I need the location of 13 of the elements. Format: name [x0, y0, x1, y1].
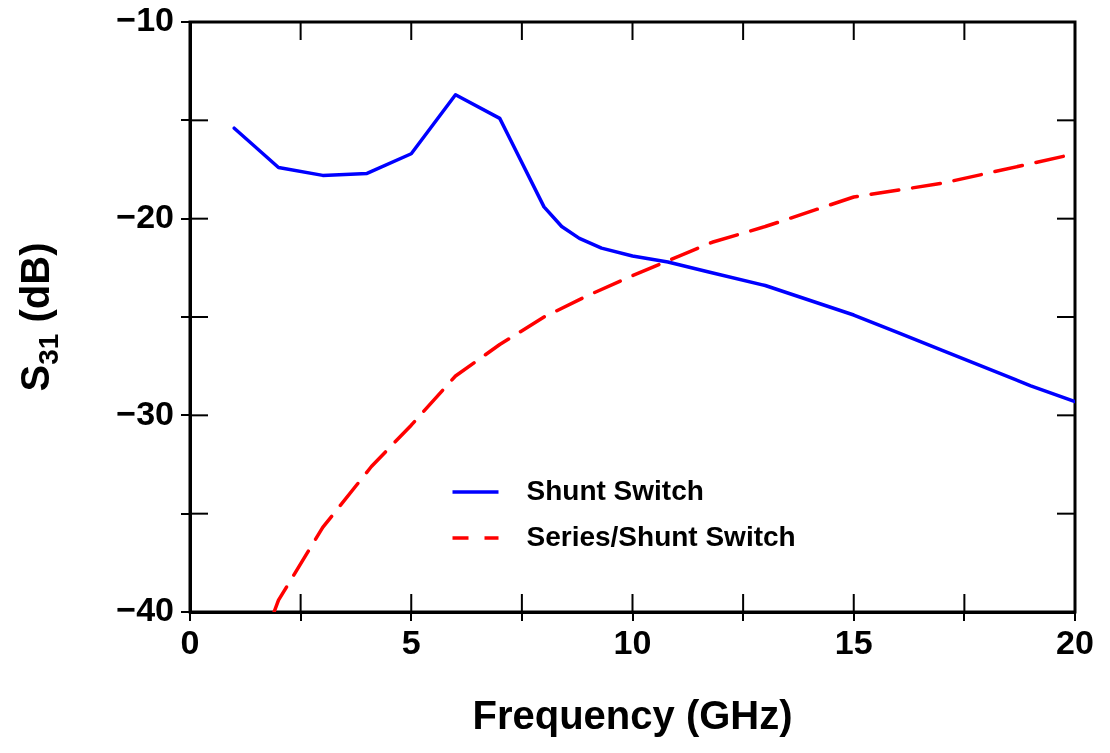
x-tick-label: 5	[401, 623, 421, 662]
x-tick-label: 20	[1056, 623, 1094, 662]
x-axis-title: Frequency (GHz)	[472, 693, 793, 738]
legend-label: Shunt Switch	[526, 474, 704, 506]
x-tick-label: 0	[180, 623, 200, 662]
y-tick-label: −30	[116, 393, 174, 432]
y-tick-label: −40	[116, 590, 174, 629]
legend-label: Series/Shunt Switch	[526, 520, 796, 552]
y-axis-title: S31 (dB)	[13, 242, 64, 392]
x-tick-label: 15	[834, 623, 873, 662]
y-tick-label: −20	[116, 197, 174, 236]
y-tick-label: −10	[116, 0, 174, 39]
x-tick-label: 10	[613, 623, 652, 662]
